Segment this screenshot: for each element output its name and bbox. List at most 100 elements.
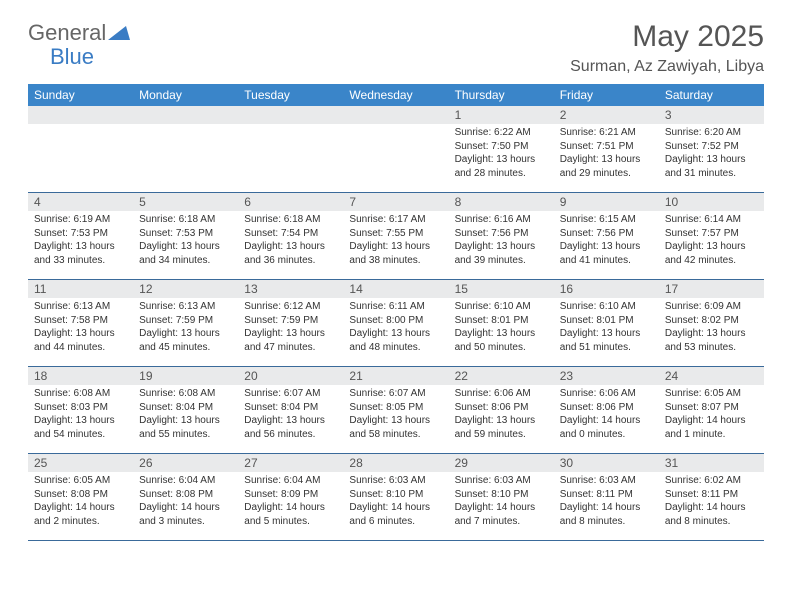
day-cell: 31Sunrise: 6:02 AMSunset: 8:11 PMDayligh… xyxy=(659,454,764,540)
day-number: 16 xyxy=(554,280,659,298)
day-cell: 15Sunrise: 6:10 AMSunset: 8:01 PMDayligh… xyxy=(449,280,554,366)
daylight-text: Daylight: 14 hours and 5 minutes. xyxy=(244,501,337,528)
sunset-text: Sunset: 8:06 PM xyxy=(560,401,653,415)
day-cell: 12Sunrise: 6:13 AMSunset: 7:59 PMDayligh… xyxy=(133,280,238,366)
day-cell xyxy=(28,106,133,192)
day-body: Sunrise: 6:22 AMSunset: 7:50 PMDaylight:… xyxy=(449,124,554,184)
sunrise-text: Sunrise: 6:08 AM xyxy=(34,387,127,401)
sunset-text: Sunset: 7:52 PM xyxy=(665,140,758,154)
day-number: 1 xyxy=(449,106,554,124)
day-cell: 21Sunrise: 6:07 AMSunset: 8:05 PMDayligh… xyxy=(343,367,448,453)
sunrise-text: Sunrise: 6:18 AM xyxy=(244,213,337,227)
day-body: Sunrise: 6:07 AMSunset: 8:04 PMDaylight:… xyxy=(238,385,343,445)
sunset-text: Sunset: 7:59 PM xyxy=(244,314,337,328)
day-number: 13 xyxy=(238,280,343,298)
daylight-text: Daylight: 14 hours and 2 minutes. xyxy=(34,501,127,528)
sunset-text: Sunset: 7:53 PM xyxy=(139,227,232,241)
day-body xyxy=(343,124,448,130)
day-number: 25 xyxy=(28,454,133,472)
daylight-text: Daylight: 14 hours and 1 minute. xyxy=(665,414,758,441)
daylight-text: Daylight: 13 hours and 38 minutes. xyxy=(349,240,442,267)
day-number: 30 xyxy=(554,454,659,472)
triangle-icon xyxy=(108,24,130,43)
sunset-text: Sunset: 8:04 PM xyxy=(244,401,337,415)
day-body: Sunrise: 6:11 AMSunset: 8:00 PMDaylight:… xyxy=(343,298,448,358)
day-body: Sunrise: 6:03 AMSunset: 8:11 PMDaylight:… xyxy=(554,472,659,532)
sunset-text: Sunset: 8:06 PM xyxy=(455,401,548,415)
day-number: 5 xyxy=(133,193,238,211)
day-cell: 11Sunrise: 6:13 AMSunset: 7:58 PMDayligh… xyxy=(28,280,133,366)
sunset-text: Sunset: 7:54 PM xyxy=(244,227,337,241)
day-body: Sunrise: 6:13 AMSunset: 7:58 PMDaylight:… xyxy=(28,298,133,358)
day-number xyxy=(28,106,133,124)
sunrise-text: Sunrise: 6:04 AM xyxy=(139,474,232,488)
day-cell: 7Sunrise: 6:17 AMSunset: 7:55 PMDaylight… xyxy=(343,193,448,279)
sunrise-text: Sunrise: 6:07 AM xyxy=(244,387,337,401)
daylight-text: Daylight: 14 hours and 3 minutes. xyxy=(139,501,232,528)
page-header: General May 2025 Surman, Az Zawiyah, Lib… xyxy=(0,0,792,84)
day-body xyxy=(238,124,343,130)
sunrise-text: Sunrise: 6:16 AM xyxy=(455,213,548,227)
day-number: 4 xyxy=(28,193,133,211)
day-number: 23 xyxy=(554,367,659,385)
day-number: 11 xyxy=(28,280,133,298)
daylight-text: Daylight: 13 hours and 59 minutes. xyxy=(455,414,548,441)
daylight-text: Daylight: 13 hours and 50 minutes. xyxy=(455,327,548,354)
day-body: Sunrise: 6:05 AMSunset: 8:07 PMDaylight:… xyxy=(659,385,764,445)
day-body xyxy=(133,124,238,130)
day-number: 29 xyxy=(449,454,554,472)
sunrise-text: Sunrise: 6:03 AM xyxy=(349,474,442,488)
sunrise-text: Sunrise: 6:20 AM xyxy=(665,126,758,140)
sunset-text: Sunset: 7:56 PM xyxy=(455,227,548,241)
logo-text-blue: Blue xyxy=(50,44,94,69)
sunrise-text: Sunrise: 6:13 AM xyxy=(34,300,127,314)
day-body: Sunrise: 6:20 AMSunset: 7:52 PMDaylight:… xyxy=(659,124,764,184)
sunrise-text: Sunrise: 6:05 AM xyxy=(34,474,127,488)
sunrise-text: Sunrise: 6:21 AM xyxy=(560,126,653,140)
day-number xyxy=(238,106,343,124)
sunset-text: Sunset: 7:51 PM xyxy=(560,140,653,154)
day-body: Sunrise: 6:19 AMSunset: 7:53 PMDaylight:… xyxy=(28,211,133,271)
sunrise-text: Sunrise: 6:15 AM xyxy=(560,213,653,227)
day-body: Sunrise: 6:04 AMSunset: 8:09 PMDaylight:… xyxy=(238,472,343,532)
day-cell: 18Sunrise: 6:08 AMSunset: 8:03 PMDayligh… xyxy=(28,367,133,453)
day-body: Sunrise: 6:05 AMSunset: 8:08 PMDaylight:… xyxy=(28,472,133,532)
daylight-text: Daylight: 13 hours and 54 minutes. xyxy=(34,414,127,441)
sunset-text: Sunset: 8:00 PM xyxy=(349,314,442,328)
daylight-text: Daylight: 13 hours and 36 minutes. xyxy=(244,240,337,267)
sunset-text: Sunset: 8:07 PM xyxy=(665,401,758,415)
day-number: 6 xyxy=(238,193,343,211)
sunset-text: Sunset: 8:05 PM xyxy=(349,401,442,415)
sunset-text: Sunset: 7:55 PM xyxy=(349,227,442,241)
sunrise-text: Sunrise: 6:09 AM xyxy=(665,300,758,314)
day-cell: 24Sunrise: 6:05 AMSunset: 8:07 PMDayligh… xyxy=(659,367,764,453)
daylight-text: Daylight: 13 hours and 42 minutes. xyxy=(665,240,758,267)
sunset-text: Sunset: 8:10 PM xyxy=(349,488,442,502)
sunrise-text: Sunrise: 6:22 AM xyxy=(455,126,548,140)
weekday-cell: Thursday xyxy=(449,84,554,106)
day-body: Sunrise: 6:08 AMSunset: 8:04 PMDaylight:… xyxy=(133,385,238,445)
day-number: 21 xyxy=(343,367,448,385)
day-cell xyxy=(133,106,238,192)
daylight-text: Daylight: 13 hours and 47 minutes. xyxy=(244,327,337,354)
week-row: 18Sunrise: 6:08 AMSunset: 8:03 PMDayligh… xyxy=(28,367,764,454)
sunrise-text: Sunrise: 6:06 AM xyxy=(560,387,653,401)
sunrise-text: Sunrise: 6:12 AM xyxy=(244,300,337,314)
day-number xyxy=(343,106,448,124)
daylight-text: Daylight: 13 hours and 58 minutes. xyxy=(349,414,442,441)
sunrise-text: Sunrise: 6:02 AM xyxy=(665,474,758,488)
sunset-text: Sunset: 8:02 PM xyxy=(665,314,758,328)
daylight-text: Daylight: 13 hours and 29 minutes. xyxy=(560,153,653,180)
sunset-text: Sunset: 8:09 PM xyxy=(244,488,337,502)
sunrise-text: Sunrise: 6:04 AM xyxy=(244,474,337,488)
day-cell: 16Sunrise: 6:10 AMSunset: 8:01 PMDayligh… xyxy=(554,280,659,366)
day-body: Sunrise: 6:09 AMSunset: 8:02 PMDaylight:… xyxy=(659,298,764,358)
day-body: Sunrise: 6:17 AMSunset: 7:55 PMDaylight:… xyxy=(343,211,448,271)
daylight-text: Daylight: 14 hours and 0 minutes. xyxy=(560,414,653,441)
day-body: Sunrise: 6:04 AMSunset: 8:08 PMDaylight:… xyxy=(133,472,238,532)
day-number: 9 xyxy=(554,193,659,211)
day-body: Sunrise: 6:10 AMSunset: 8:01 PMDaylight:… xyxy=(449,298,554,358)
weekday-cell: Monday xyxy=(133,84,238,106)
day-body: Sunrise: 6:18 AMSunset: 7:53 PMDaylight:… xyxy=(133,211,238,271)
day-number: 26 xyxy=(133,454,238,472)
